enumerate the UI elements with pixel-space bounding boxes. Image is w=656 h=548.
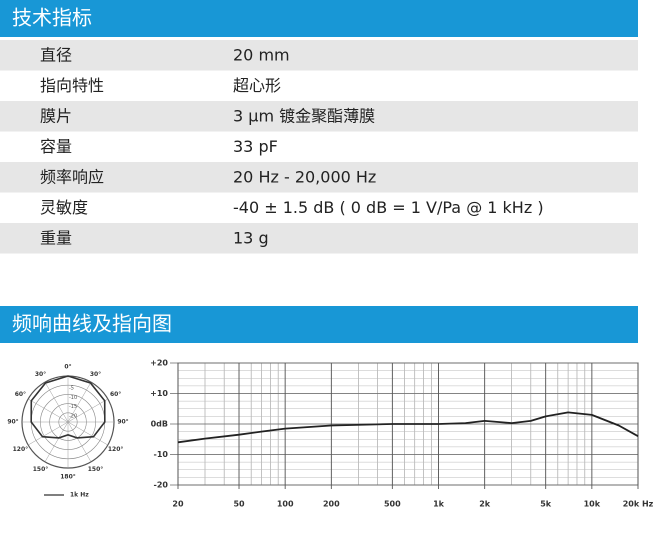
row-label: 灵敏度: [40, 198, 88, 217]
legend-label: 1k Hz: [70, 492, 89, 499]
polar-spoke: [67, 398, 108, 423]
polar-angle-label: 120°: [108, 446, 124, 453]
x-tick-label: 20: [172, 500, 184, 509]
polar-spoke: [67, 421, 108, 446]
x-tick-label: 2k: [479, 500, 491, 509]
polar-ring-label: -5: [69, 386, 74, 392]
response-line: [177, 411, 639, 444]
y-tick-label: +10: [150, 389, 168, 398]
row-value: 超心形: [233, 76, 281, 95]
x-tick-label: 500: [384, 500, 401, 509]
polar-spoke: [44, 421, 69, 462]
polar-angle-label: 30°: [35, 371, 46, 378]
polar-ring-label: -15: [69, 404, 77, 410]
row-bg: [0, 223, 638, 254]
polar-angle-label: 150°: [88, 466, 104, 473]
row-label: 重量: [40, 229, 72, 248]
row-value: 13 g: [233, 229, 269, 248]
x-tick-label: 5k: [540, 500, 552, 509]
x-tick-label: 50: [233, 500, 245, 509]
y-tick-label: +20: [150, 359, 168, 368]
polar-chart: -5 -10 -15 -20 0° 30° 60° 90° 120° 150° 180° 150° 12…: [7, 364, 128, 499]
row-value: 20 Hz - 20,000 Hz: [233, 168, 376, 187]
polar-spoke: [28, 398, 69, 423]
header-bar: [0, 0, 638, 37]
x-tick-label: 200: [323, 500, 340, 509]
polar-spoke: [67, 421, 92, 462]
x-tick-label: 20k Hz: [623, 500, 654, 509]
section-title: 频响曲线及指向图: [12, 312, 172, 336]
row-bg: [0, 101, 638, 132]
row-bg: [0, 162, 638, 193]
row-label: 直径: [40, 46, 72, 65]
x-tick-label: 1k: [433, 500, 445, 509]
row-value: 3 μm 镀金聚酯薄膜: [233, 107, 375, 126]
polar-angle-label: 180°: [60, 474, 76, 481]
y-tick-label: -10: [154, 450, 169, 459]
polar-angle-label: 90°: [7, 419, 18, 426]
row-value: -40 ± 1.5 dB ( 0 dB = 1 V/Pa @ 1 kHz ): [233, 198, 544, 217]
row-value: 33 pF: [233, 137, 278, 156]
polar-curve: [30, 375, 106, 439]
section-bar: [0, 306, 638, 343]
frequency-chart: +20 +10 0dB -10 -20 20 50 100 200 500 1k 2k 5k 10k 20k…: [150, 359, 653, 509]
polar-ring-label: -10: [69, 395, 77, 401]
header-title: 技术指标: [12, 6, 92, 30]
polar-angle-label: 60°: [15, 391, 26, 398]
row-value: 20 mm: [233, 46, 290, 65]
row-label: 频率响应: [40, 168, 104, 187]
polar-angle-label: 120°: [13, 446, 29, 453]
y-tick-label: 0dB: [151, 420, 168, 429]
polar-angle-label: 90°: [117, 419, 128, 426]
row-label: 膜片: [40, 107, 72, 126]
y-tick-label: -20: [154, 481, 169, 490]
row-label: 容量: [40, 137, 72, 156]
polar-spoke: [28, 421, 69, 446]
row-label: 指向特性: [40, 76, 104, 95]
polar-angle-label: 150°: [33, 466, 49, 473]
polar-spoke: [67, 382, 92, 423]
polar-angle-label: 60°: [110, 391, 121, 398]
polar-angle-label: 0°: [64, 364, 71, 371]
x-tick-label: 10k: [584, 500, 601, 509]
x-tick-label: 100: [277, 500, 294, 509]
polar-ring-label: -20: [69, 413, 77, 419]
row-bg: [0, 40, 638, 71]
polar-angle-label: 30°: [90, 371, 101, 378]
polar-spoke: [44, 382, 69, 423]
